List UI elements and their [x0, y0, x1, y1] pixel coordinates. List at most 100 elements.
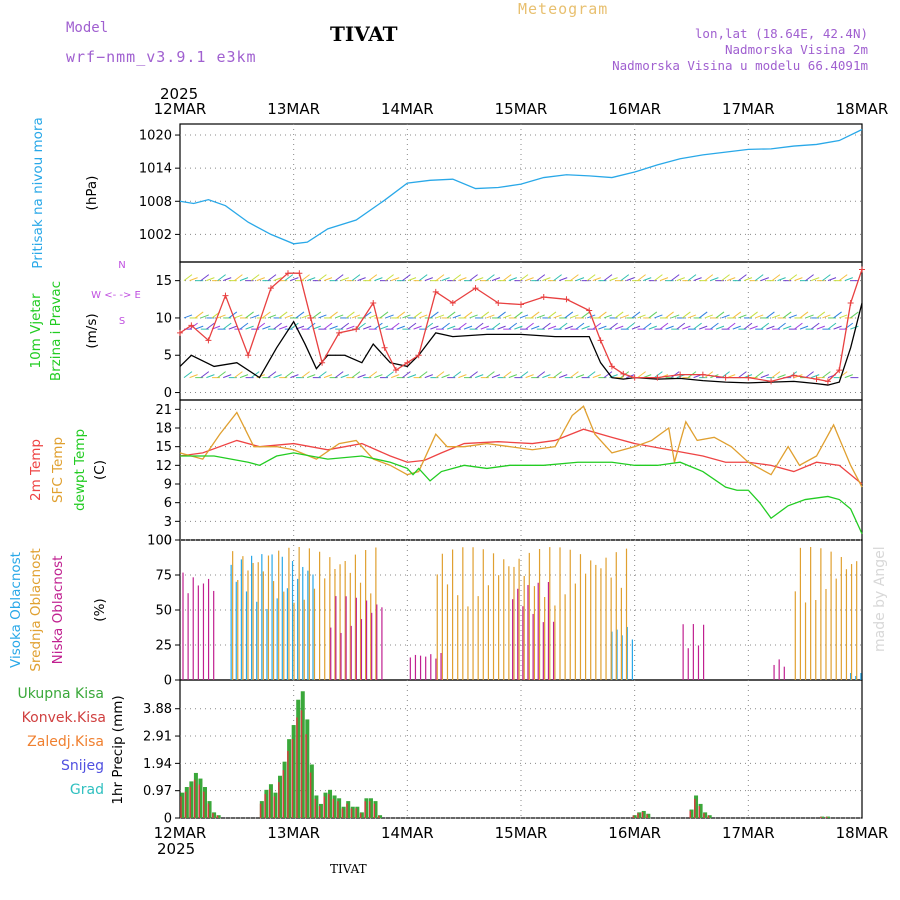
gust-marker — [353, 326, 360, 333]
wind-arrow — [788, 274, 798, 282]
wind-arrow — [475, 277, 484, 282]
wind-arrow — [357, 322, 366, 330]
wind-arrow — [458, 322, 467, 330]
wind-arrow — [586, 371, 596, 379]
y-tick-label: 1.94 — [143, 757, 172, 772]
y-tick-label: 5 — [164, 349, 172, 364]
wind-arrow — [334, 274, 344, 282]
wind-arrow — [502, 371, 512, 379]
y-tick-label: 21 — [155, 403, 172, 418]
wind-arrow — [699, 325, 708, 330]
y-tick-label: 15 — [155, 274, 172, 289]
precip-bar — [364, 798, 369, 818]
wind-arrow — [738, 314, 747, 319]
wind-arrow — [374, 374, 383, 379]
wind-arrow — [250, 274, 260, 282]
gust-marker — [768, 378, 775, 385]
gust-marker — [722, 374, 729, 381]
wind-arrow — [267, 314, 277, 319]
wind-arrow — [575, 374, 585, 379]
wind-arrow — [474, 322, 484, 330]
precip-conv-bar — [184, 791, 187, 818]
wind-arrow — [542, 322, 551, 330]
gust-marker — [654, 374, 661, 381]
precip-bar — [296, 699, 301, 818]
precip-conv-bar — [198, 784, 200, 818]
gust-marker — [699, 371, 706, 378]
wind-arrow — [704, 314, 713, 319]
wind-arrow — [519, 274, 529, 282]
wind-arrow — [609, 322, 618, 330]
wind-arrow — [553, 314, 562, 319]
wind-arrow — [402, 274, 411, 282]
wind-arrow — [816, 311, 826, 319]
wind-arrow — [318, 371, 327, 379]
precip-conv-bar — [689, 810, 691, 818]
wind-arrow — [564, 311, 574, 319]
x-tick-label-top: 18MAR — [836, 100, 889, 118]
wind-arrow — [329, 311, 338, 319]
precip-bar — [637, 812, 642, 818]
precip-conv-bar — [189, 786, 191, 818]
wind-arrow — [710, 322, 719, 330]
wind-arrow — [441, 277, 450, 282]
wind-arrow — [357, 277, 366, 282]
wind-arrow — [687, 314, 697, 319]
wind-arrow — [267, 371, 277, 379]
gust-marker — [495, 300, 502, 307]
wind-arrow — [379, 325, 389, 330]
panel-label-wind-1: 10m Vjetar — [28, 293, 44, 368]
y-tick-label: 1014 — [139, 162, 172, 177]
wind-arrow — [766, 311, 775, 319]
wind-arrow — [446, 311, 456, 319]
wind-arrow — [239, 322, 249, 330]
wind-arrow — [290, 322, 299, 330]
panel-label-t2m: 2m Temp — [28, 439, 44, 501]
precip-conv-bar — [323, 796, 325, 818]
wind-arrow — [458, 277, 467, 282]
wind-arrow — [368, 274, 378, 282]
wind-arrow — [452, 274, 462, 282]
wind-arrow — [626, 322, 635, 330]
wind-arrow — [676, 322, 686, 330]
wind-arrow — [508, 374, 517, 379]
wind-arrow — [682, 311, 691, 319]
wind-arrow — [665, 325, 674, 330]
wind-arrow — [256, 277, 265, 282]
wind-arrow — [335, 314, 344, 319]
wind-arrow — [223, 277, 232, 282]
wind-arrow — [682, 325, 691, 330]
wind-arrow — [542, 277, 551, 282]
wind-arrow — [183, 371, 193, 379]
x-tick-label-top: 17MAR — [722, 100, 775, 118]
wind-arrow — [581, 325, 590, 330]
wind-arrow — [598, 311, 607, 319]
gust-marker — [267, 285, 274, 292]
wind-arrow — [519, 314, 529, 319]
precip-conv-bar — [193, 779, 196, 818]
wind-arrow — [340, 277, 349, 282]
wind-arrow — [318, 274, 327, 282]
precip-bar — [825, 816, 830, 818]
precip-conv-bar — [368, 801, 371, 818]
precip-bar — [300, 691, 305, 818]
wind-arrow — [755, 314, 764, 319]
gust-marker — [404, 359, 411, 366]
wind-arrow — [396, 325, 405, 330]
wind-arrow — [418, 371, 428, 379]
wind-arrow — [777, 277, 786, 282]
wind-arrow — [771, 274, 781, 282]
wind-arrow — [200, 274, 210, 282]
wind-arrow — [441, 374, 450, 379]
wind-gust-line — [179, 269, 863, 383]
precip-conv-bar — [180, 796, 182, 818]
wind-arrow — [480, 311, 490, 319]
wind-arrow — [671, 314, 680, 319]
wind-arrow — [816, 325, 825, 330]
y-tick-label: 15 — [155, 440, 172, 455]
wind-arrow — [223, 374, 232, 379]
year-label-top: 2025 — [160, 85, 198, 103]
wind-arrow — [586, 274, 596, 282]
wind-arrow — [368, 314, 377, 319]
